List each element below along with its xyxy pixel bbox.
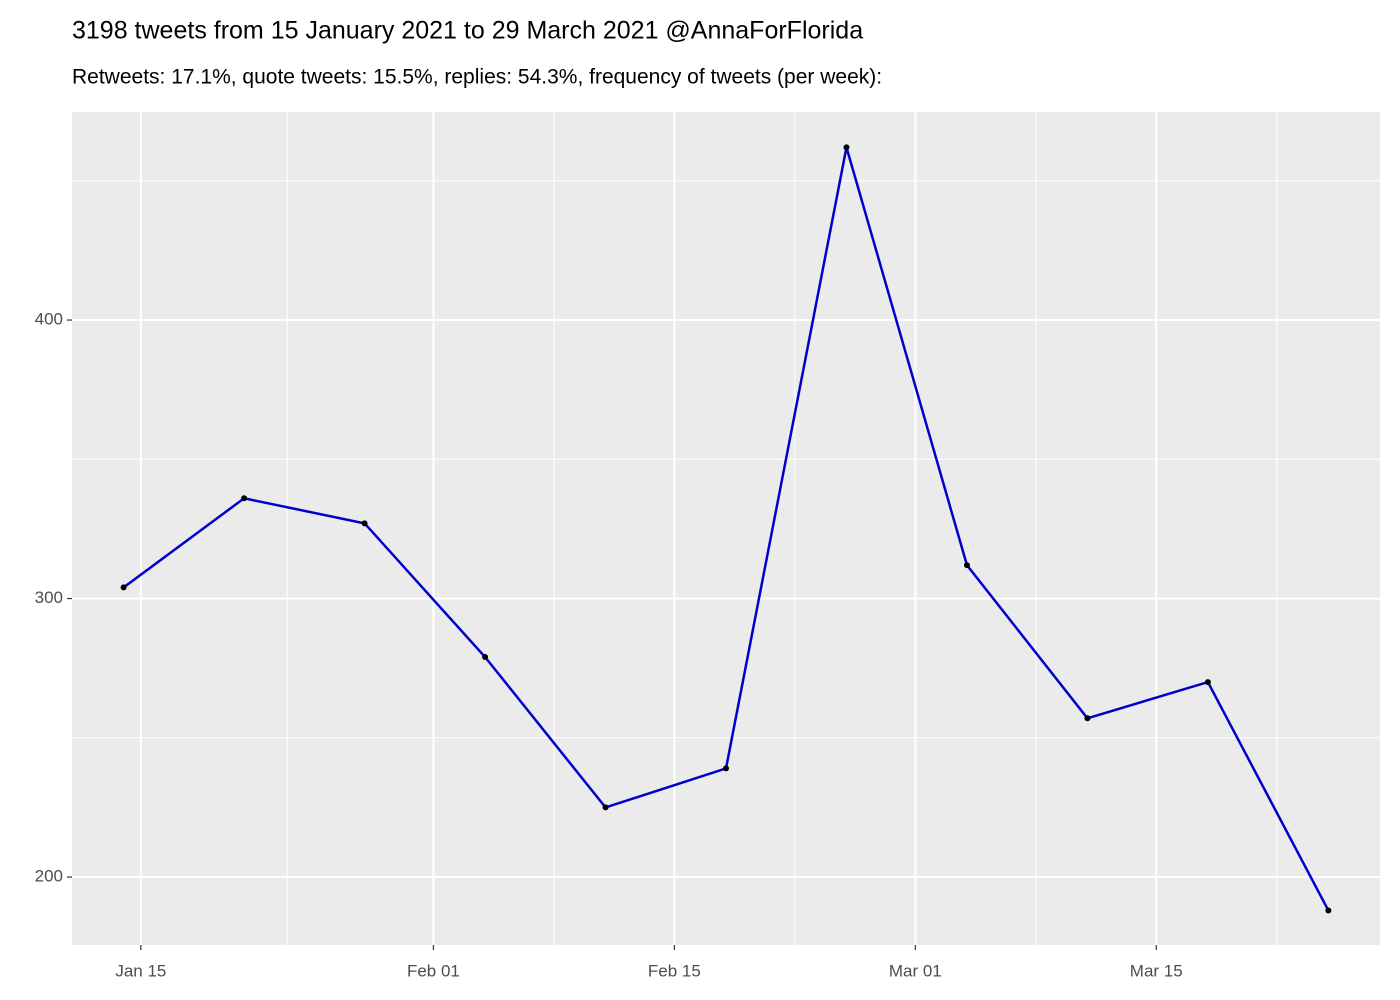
point: [1084, 715, 1091, 722]
point: [1325, 907, 1332, 914]
point: [361, 520, 368, 527]
point: [963, 562, 970, 569]
y-tick-label: 200: [35, 867, 63, 886]
chart-title: 3198 tweets from 15 January 2021 to 29 M…: [72, 17, 863, 45]
x-tick-label: Mar 15: [1130, 961, 1183, 980]
point: [723, 765, 729, 772]
y-tick-label: 300: [35, 588, 63, 607]
plot-panel: [72, 112, 1380, 945]
point: [1204, 679, 1211, 686]
x-tick-label: Mar 01: [889, 961, 942, 980]
point: [602, 804, 609, 811]
point: [241, 495, 248, 502]
x-tick-label: Jan 15: [115, 961, 166, 980]
x-tick-label: Feb 01: [407, 961, 460, 980]
chart-subtitle: Retweets: 17.1%, quote tweets: 15.5%, re…: [72, 66, 882, 89]
point: [843, 144, 850, 151]
y-tick-label: 400: [35, 310, 63, 329]
x-tick-label: Feb 15: [648, 961, 701, 980]
point: [120, 584, 127, 591]
point: [482, 654, 489, 661]
